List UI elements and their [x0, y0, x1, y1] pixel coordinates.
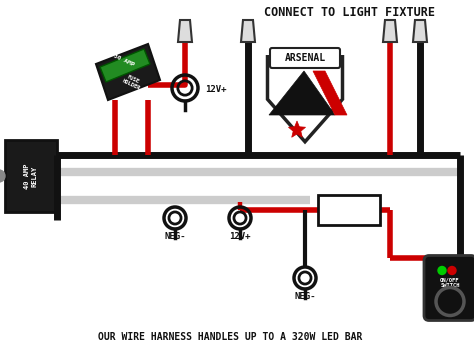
Text: 12V+: 12V+ [205, 85, 227, 95]
Text: 30 AMP: 30 AMP [113, 53, 135, 67]
Text: NEG-: NEG- [164, 232, 186, 241]
FancyBboxPatch shape [5, 140, 57, 212]
Polygon shape [313, 71, 347, 115]
Text: OUR WIRE HARNESS HANDLES UP TO A 320W LED BAR: OUR WIRE HARNESS HANDLES UP TO A 320W LE… [98, 332, 362, 342]
FancyBboxPatch shape [270, 48, 340, 68]
Text: CONNECT TO LIGHT FIXTURE: CONNECT TO LIGHT FIXTURE [264, 6, 436, 19]
FancyBboxPatch shape [424, 256, 474, 321]
Circle shape [0, 170, 5, 182]
Polygon shape [383, 20, 397, 42]
Polygon shape [289, 121, 306, 137]
Circle shape [448, 267, 456, 275]
Text: 40 AMP
RELAY: 40 AMP RELAY [25, 163, 37, 189]
Polygon shape [241, 20, 255, 42]
Polygon shape [178, 20, 192, 42]
Text: ON/OFF
SWITCH: ON/OFF SWITCH [440, 277, 460, 288]
Polygon shape [269, 71, 335, 115]
Text: NEG-: NEG- [294, 292, 316, 301]
Text: FUSE
HOLDER: FUSE HOLDER [121, 73, 143, 91]
Text: ARSENAL: ARSENAL [284, 53, 326, 63]
Polygon shape [96, 44, 160, 100]
Polygon shape [100, 49, 150, 82]
Circle shape [438, 267, 446, 275]
Polygon shape [267, 57, 343, 142]
Polygon shape [413, 20, 427, 42]
Text: 12V+: 12V+ [229, 232, 251, 241]
FancyBboxPatch shape [318, 195, 380, 225]
